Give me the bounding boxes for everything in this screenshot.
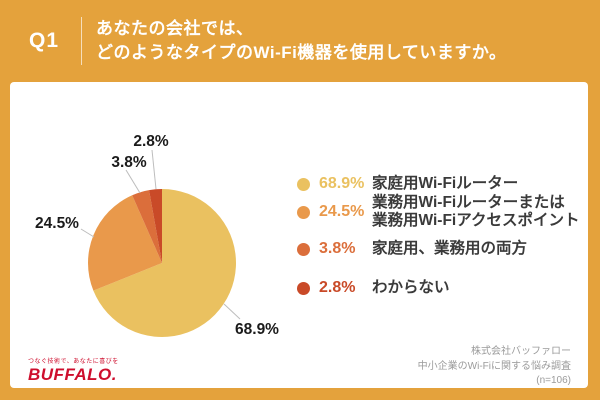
header-divider: [81, 17, 82, 65]
question-text: あなたの会社では、 どのようなタイプのWi-Fi機器を使用していますか。: [96, 17, 507, 65]
question-header: Q1 あなたの会社では、 どのようなタイプのWi-Fi機器を使用していますか。: [0, 0, 600, 82]
legend-percent: 68.9%: [319, 175, 365, 192]
legend-label: 業務用Wi-Fiルーターまたは 業務用Wi-Fiアクセスポイント: [372, 194, 580, 229]
question-number: Q1: [29, 29, 60, 52]
pie-label-3.8: 3.8%: [111, 154, 147, 171]
pie-label-68.9: 68.9%: [235, 321, 279, 338]
legend-row: 24.5% 業務用Wi-Fiルーターまたは 業務用Wi-Fiアクセスポイント: [297, 194, 579, 230]
logo-tagline: つなぐ技術で、あなたに喜びを: [28, 359, 119, 365]
legend-percent: 24.5%: [319, 203, 365, 220]
source-sample-size: (n=106): [536, 375, 571, 386]
legend-row: 68.9% 家庭用Wi-Fiルーター: [297, 175, 518, 193]
pie-chart: 2.8% 3.8% 24.5% 68.9%: [35, 133, 279, 338]
leader-line-3.8: [125, 169, 141, 194]
legend-row: 3.8% 家庭用、業務用の両方: [297, 240, 527, 258]
logo-wordmark: BUFFALO.: [28, 365, 117, 384]
legend-bullet: [297, 242, 310, 256]
survey-source: 株式会社バッファロー 中小企業のWi-Fiに関する悩み調査 (n=106): [418, 345, 571, 389]
legend-row: 2.8% わからない: [297, 279, 450, 297]
legend-label: わからない: [372, 279, 450, 296]
leader-line-24.5: [80, 228, 95, 238]
legend-bullet: [297, 205, 310, 219]
legend-label: 家庭用Wi-Fiルーター: [372, 175, 519, 192]
question-line-2: どのようなタイプのWi-Fi機器を使用していますか。: [96, 43, 507, 62]
source-company: 株式会社バッファロー: [471, 346, 571, 357]
legend-label: 家庭用、業務用の両方: [372, 240, 528, 257]
pie-label-24.5: 24.5%: [35, 215, 79, 232]
pie-slice: [88, 195, 162, 291]
legend-percent: 3.8%: [319, 240, 356, 257]
legend-bullet: [297, 177, 310, 191]
legend-percent: 2.8%: [319, 279, 356, 296]
pie-slice: [132, 190, 162, 263]
chart-card: 2.8% 3.8% 24.5% 68.9% 68.9% 家庭用Wi-Fiルーター…: [10, 82, 588, 388]
pie-slice: [93, 189, 237, 337]
legend-bullet: [297, 281, 310, 295]
question-line-1: あなたの会社では、: [96, 19, 254, 38]
pie-slice: [149, 189, 162, 263]
leader-lines: [80, 149, 241, 320]
buffalo-logo: つなぐ技術で、あなたに喜びを BUFFALO.: [28, 356, 119, 385]
source-survey-name: 中小企業のWi-Fiに関する悩み調査: [417, 360, 571, 372]
leader-line-68.9: [223, 303, 241, 320]
leader-line-2.8: [151, 149, 157, 190]
pie-label-2.8: 2.8%: [133, 133, 169, 150]
pie-slices: [88, 189, 237, 337]
